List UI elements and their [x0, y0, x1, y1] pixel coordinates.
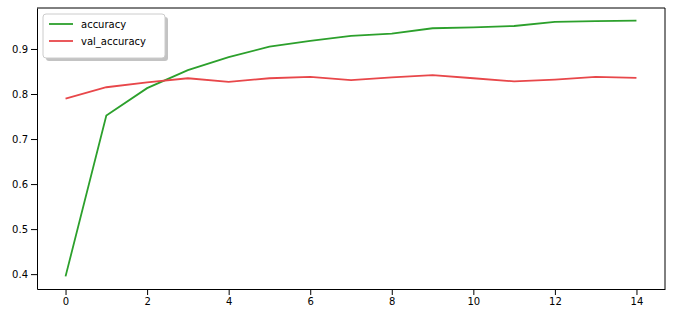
- plot-area: 0 2 4 6 8 10 12 14 0.4 0.5 0.6 0.7 0.8 0.9 accuracy val…: [12, 8, 665, 307]
- tick-label: 0.7: [12, 134, 28, 145]
- tick-label: 12: [549, 296, 562, 307]
- tick-label: 2: [144, 296, 150, 307]
- tick: 0.4: [12, 269, 37, 280]
- tick-mark: [147, 289, 148, 295]
- tick: 6: [308, 289, 314, 307]
- legend-box: [43, 14, 165, 58]
- tick-label: 0.9: [12, 44, 28, 55]
- y-axis: 0.4 0.5 0.6 0.7 0.8 0.9: [12, 9, 37, 290]
- tick: 0.7: [12, 134, 37, 145]
- tick: 0.6: [12, 179, 37, 190]
- frame: [37, 8, 665, 9]
- tick-mark: [229, 289, 230, 295]
- tick: 8: [389, 289, 395, 307]
- chart: 0 2 4 6 8 10 12 14 0.4 0.5 0.6 0.7 0.8 0.9 accuracy val…: [0, 0, 700, 313]
- tick-mark: [31, 184, 37, 185]
- tick-mark: [31, 139, 37, 140]
- tick: 0: [63, 289, 69, 307]
- tick-label: 0.5: [12, 224, 28, 235]
- tick: 4: [226, 289, 232, 307]
- tick-label: 0: [63, 296, 69, 307]
- tick-mark: [473, 289, 474, 295]
- tick-mark: [555, 289, 556, 295]
- legend: accuracy val_accuracy: [43, 14, 168, 61]
- tick-label: 4: [226, 296, 232, 307]
- frame: [665, 8, 666, 289]
- tick-label: 6: [308, 296, 314, 307]
- legend-swatch: [49, 23, 73, 25]
- axis-line: [37, 9, 38, 290]
- legend-label: accuracy: [81, 19, 126, 30]
- tick-label: 14: [631, 296, 644, 307]
- tick-mark: [31, 94, 37, 95]
- tick: 0.9: [12, 44, 37, 55]
- tick-mark: [310, 289, 311, 295]
- tick: 10: [467, 289, 480, 307]
- tick-label: 0.8: [12, 89, 28, 100]
- tick-mark: [31, 49, 37, 50]
- legend-label: val_accuracy: [81, 36, 146, 48]
- tick: 0.5: [12, 224, 37, 235]
- tick: 0.8: [12, 89, 37, 100]
- tick-mark: [31, 229, 37, 230]
- tick-label: 10: [467, 296, 480, 307]
- x-axis: 0 2 4 6 8 10 12 14: [38, 289, 666, 307]
- tick: 2: [144, 289, 150, 307]
- axis-line: [38, 289, 666, 290]
- tick: 12: [549, 289, 562, 307]
- tick: 14: [631, 289, 644, 307]
- tick-label: 0.4: [12, 269, 28, 280]
- tick-label: 0.6: [12, 179, 28, 190]
- tick-mark: [636, 289, 637, 295]
- tick-mark: [392, 289, 393, 295]
- tick-mark: [66, 289, 67, 295]
- legend-swatch: [49, 40, 73, 42]
- series-line: [66, 75, 637, 98]
- tick-mark: [31, 274, 37, 275]
- tick-label: 8: [389, 296, 395, 307]
